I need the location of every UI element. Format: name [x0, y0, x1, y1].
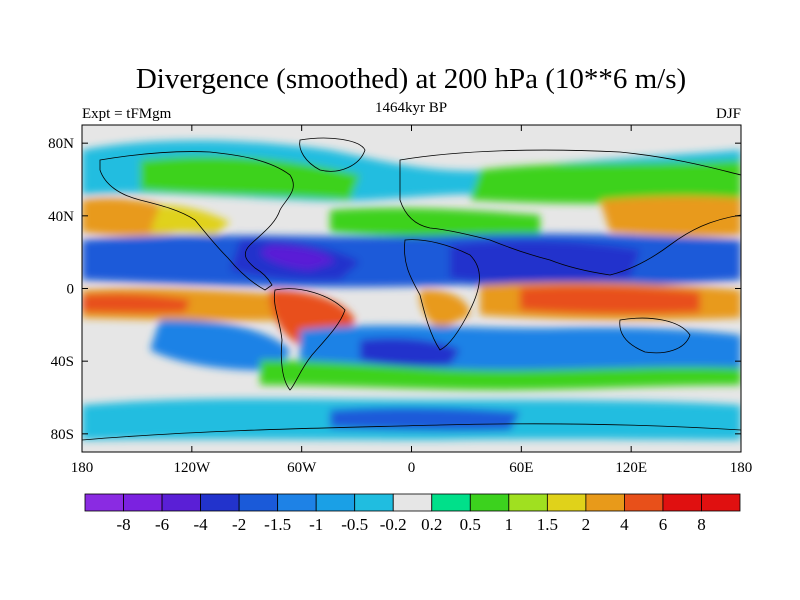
- y-tick-label: 80S: [51, 427, 74, 443]
- colorbar-swatch: [624, 493, 664, 512]
- colorbar-swatch: [469, 493, 510, 512]
- colorbar-swatch: [508, 493, 548, 512]
- season-label: DJF: [716, 106, 741, 122]
- coast-eurasia: [399, 149, 741, 276]
- field-20s-dark: [360, 338, 460, 367]
- colorbar-label: -1: [309, 515, 323, 534]
- field-20n-purple: [260, 245, 335, 270]
- x-tick-label: 120E: [615, 460, 647, 476]
- coast-africa: [404, 239, 480, 351]
- field-nh-green: [140, 155, 360, 200]
- coast-antarctica: [82, 423, 741, 441]
- experiment-label: Expt = tFMgm: [82, 106, 172, 122]
- coast-north-america: [99, 151, 294, 291]
- colorbar-label: 6: [659, 515, 668, 534]
- colorbar-swatch: [123, 493, 163, 512]
- colorbar-swatch: [277, 493, 317, 512]
- colorbar-label: -0.5: [341, 515, 368, 534]
- y-tick-label: 0: [67, 282, 75, 298]
- colorbar-label: 0.2: [421, 515, 442, 534]
- field-africa-orange: [419, 289, 470, 330]
- coast-australia: [619, 317, 691, 354]
- colorbar: -8 -6 -4 -2 -1.5 -1 -0.5 -0.2 0.2 0.5 1 1.5 2 4 6 8: [84, 493, 741, 534]
- colorbar-label: 4: [620, 515, 629, 534]
- colorbar-label: 8: [697, 515, 706, 534]
- y-tick-label: 80N: [48, 136, 74, 152]
- field-eq-red-west: [82, 293, 190, 313]
- colorbar-swatch: [546, 493, 587, 512]
- colorbar-label: -6: [155, 515, 169, 534]
- field-40s-green: [260, 360, 741, 390]
- x-tick-label: 60E: [509, 460, 533, 476]
- x-tick-label: 60W: [287, 460, 317, 476]
- colorbar-swatch: [662, 493, 702, 512]
- x-tick-label: 180: [730, 460, 753, 476]
- field-60s-blue: [330, 407, 520, 431]
- x-tick-label: 120W: [173, 460, 211, 476]
- field-south-pac-blue: [150, 319, 290, 371]
- y-tick-label: 40N: [48, 209, 74, 225]
- colorbar-label: 1.5: [537, 515, 558, 534]
- colorbar-label: 0.5: [460, 515, 481, 534]
- colorbar-swatch: [585, 493, 625, 512]
- map-field: [82, 125, 741, 452]
- colorbar-swatch: [161, 493, 201, 512]
- axes: 180 120W 60W 0 60E 120E 180 80N 40N 0 40S 80S: [48, 125, 752, 476]
- coast-greenland: [299, 137, 366, 172]
- colorbar-label: -2: [232, 515, 246, 534]
- y-tick-label: 40S: [51, 354, 74, 370]
- colorbar-label: -4: [194, 515, 209, 534]
- colorbar-swatch: [392, 493, 433, 512]
- colorbar-label: -8: [116, 515, 130, 534]
- colorbar-label: 1: [505, 515, 514, 534]
- colorbar-swatch: [315, 493, 356, 512]
- field-nh-green2: [470, 160, 741, 204]
- colorbar-swatch: [84, 493, 124, 512]
- colorbar-swatch: [238, 493, 279, 512]
- field-40n-yellow-west: [150, 205, 230, 235]
- field-20n-dark2: [450, 240, 640, 284]
- coast-south-america: [273, 288, 346, 391]
- coastlines: [82, 137, 741, 441]
- field-40n-green-mid: [330, 207, 540, 237]
- colorbar-swatch: [200, 493, 240, 512]
- colorbar-label: 2: [582, 515, 591, 534]
- colorbar-swatch: [354, 493, 394, 512]
- colorbar-label: -1.5: [264, 515, 291, 534]
- x-tick-label: 0: [408, 460, 416, 476]
- field-indo-red: [520, 285, 700, 314]
- field-40n-orange-east: [600, 195, 741, 237]
- x-tick-label: 180: [71, 460, 94, 476]
- colorbar-swatch: [701, 493, 741, 512]
- colorbar-label: -0.2: [380, 515, 407, 534]
- chart-title: Divergence (smoothed) at 200 hPa (10**6 …: [136, 63, 686, 95]
- time-label: 1464kyr BP: [375, 100, 447, 116]
- colorbar-swatch: [431, 493, 471, 512]
